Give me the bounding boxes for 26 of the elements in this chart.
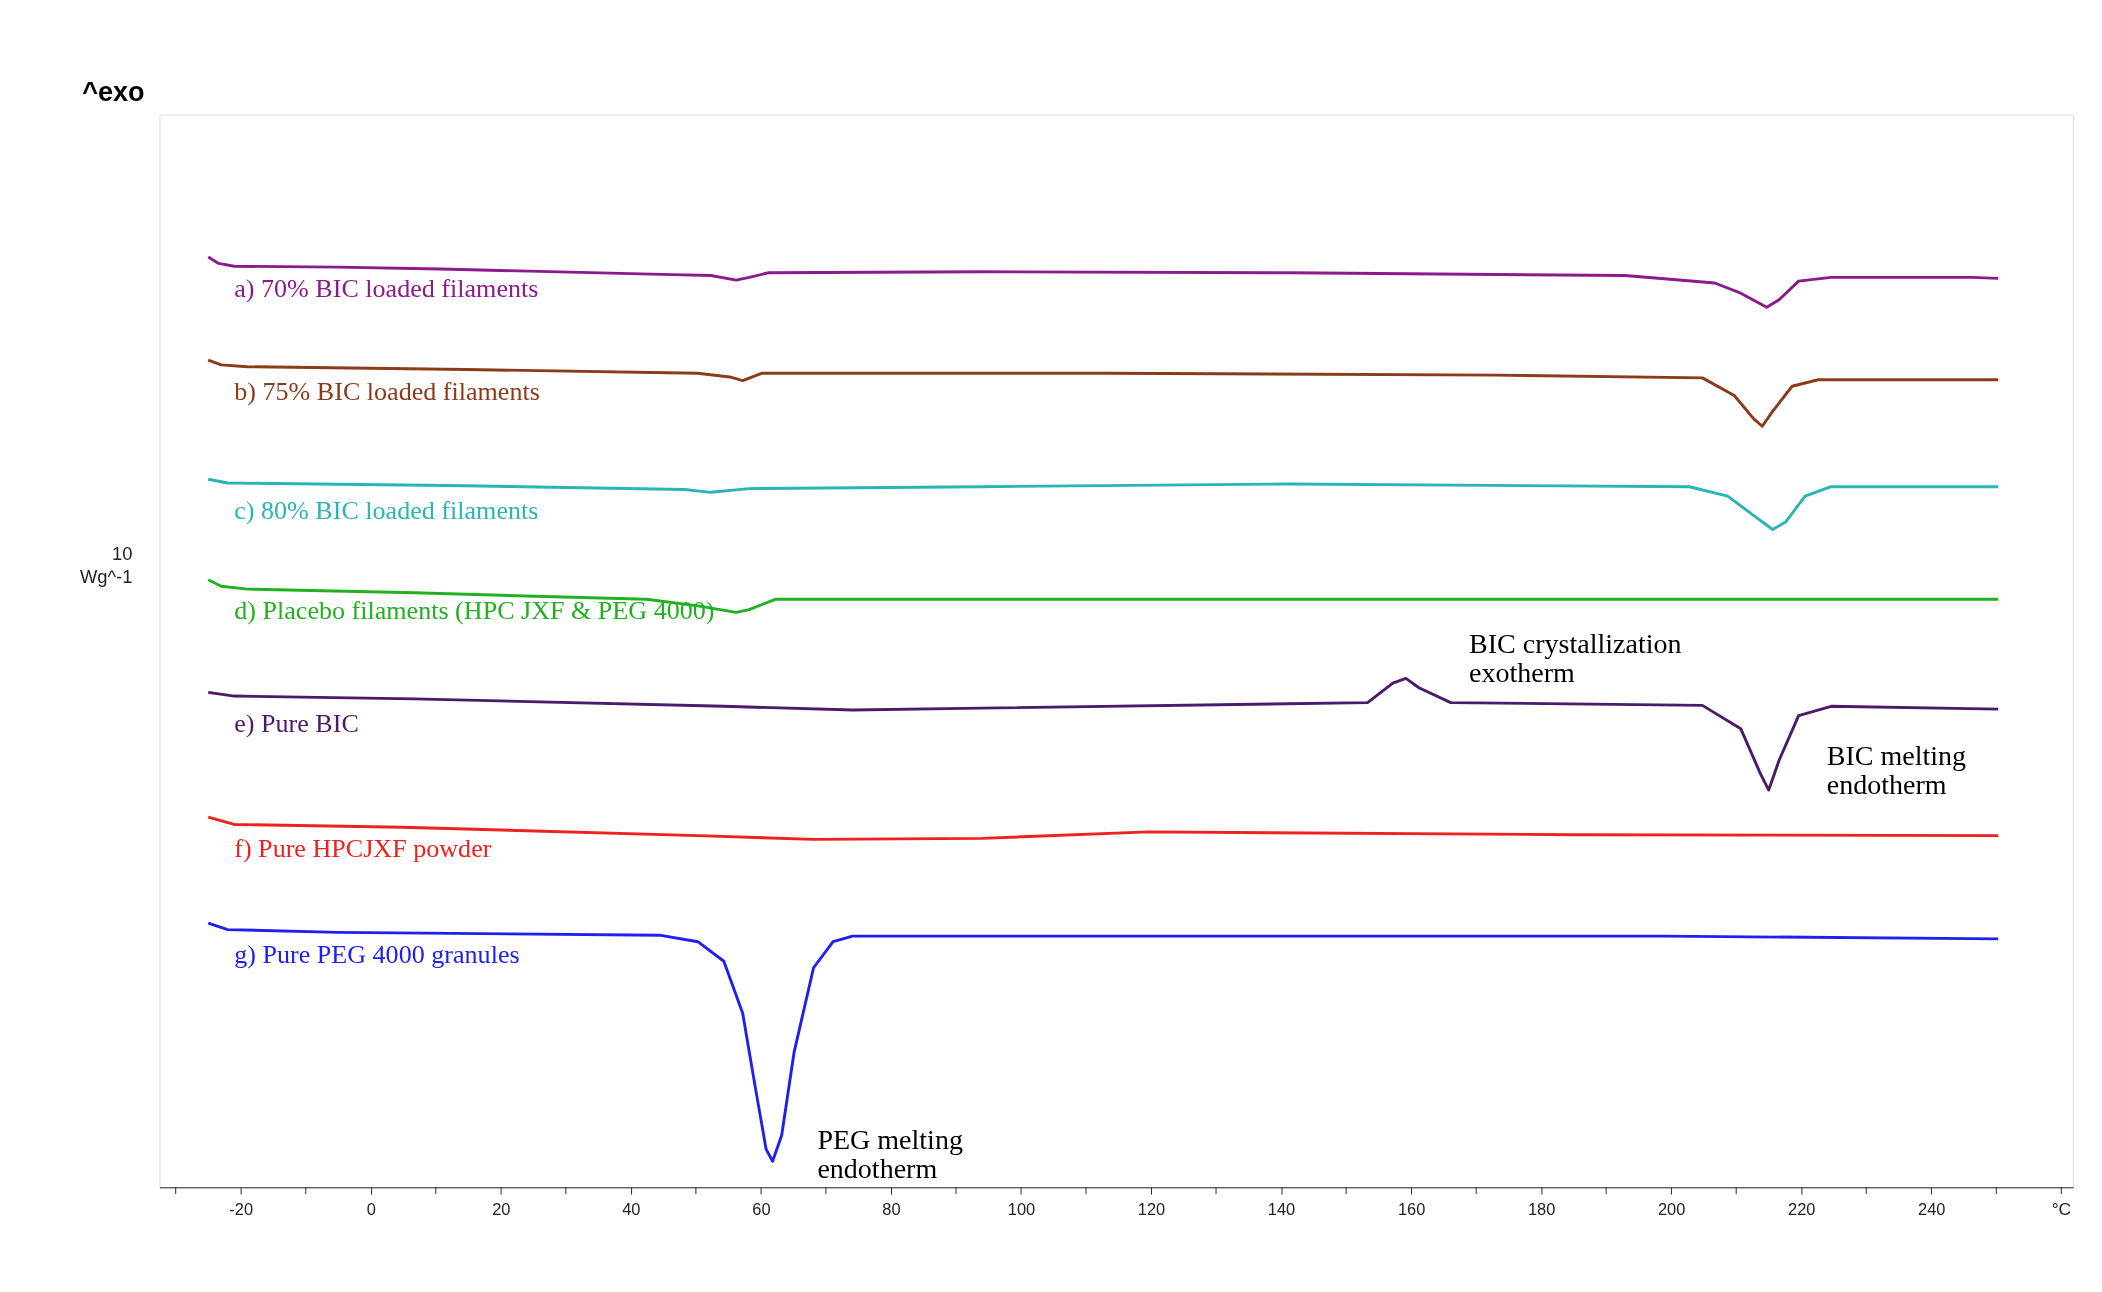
text: ^exo [82,77,145,108]
annotation: BIC melting endotherm [1826,739,1967,800]
x-tick-label: 180 [1527,1199,1556,1218]
x-tick-label: 20 [492,1199,511,1218]
x-tick-label: 100 [1007,1199,1036,1218]
x-tick-label: 0 [366,1199,376,1218]
x-axis-title: °C [2051,1199,2072,1220]
series-label: e) Pure BIC [234,708,359,738]
x-tick-label: 40 [622,1199,641,1218]
x-tick-label: 60 [752,1199,771,1218]
x-tick-label: 240 [1918,1199,1946,1218]
series-label: c) 80% BIC loaded filaments [234,495,539,525]
series-label: b) 75% BIC loaded filaments [234,376,540,406]
x-tick-label: 160 [1397,1199,1426,1218]
x-tick-label: 200 [1657,1199,1686,1218]
x-tick-label: 120 [1137,1199,1166,1218]
series-label: a) 70% BIC loaded filaments [234,273,539,303]
series-label: g) Pure PEG 4000 granules [234,939,520,969]
annotation: BIC crystallization exotherm [1469,628,1682,689]
series-label: f) Pure HPCJXF powder [234,833,492,863]
x-tick-label: 140 [1267,1199,1296,1218]
text: 10 Wg^-1 [79,543,133,588]
annotation: PEG melting endotherm [817,1123,963,1184]
x-tick-label: -20 [229,1199,254,1218]
x-tick-label: 80 [882,1199,901,1218]
x-tick-label: 220 [1788,1199,1816,1218]
